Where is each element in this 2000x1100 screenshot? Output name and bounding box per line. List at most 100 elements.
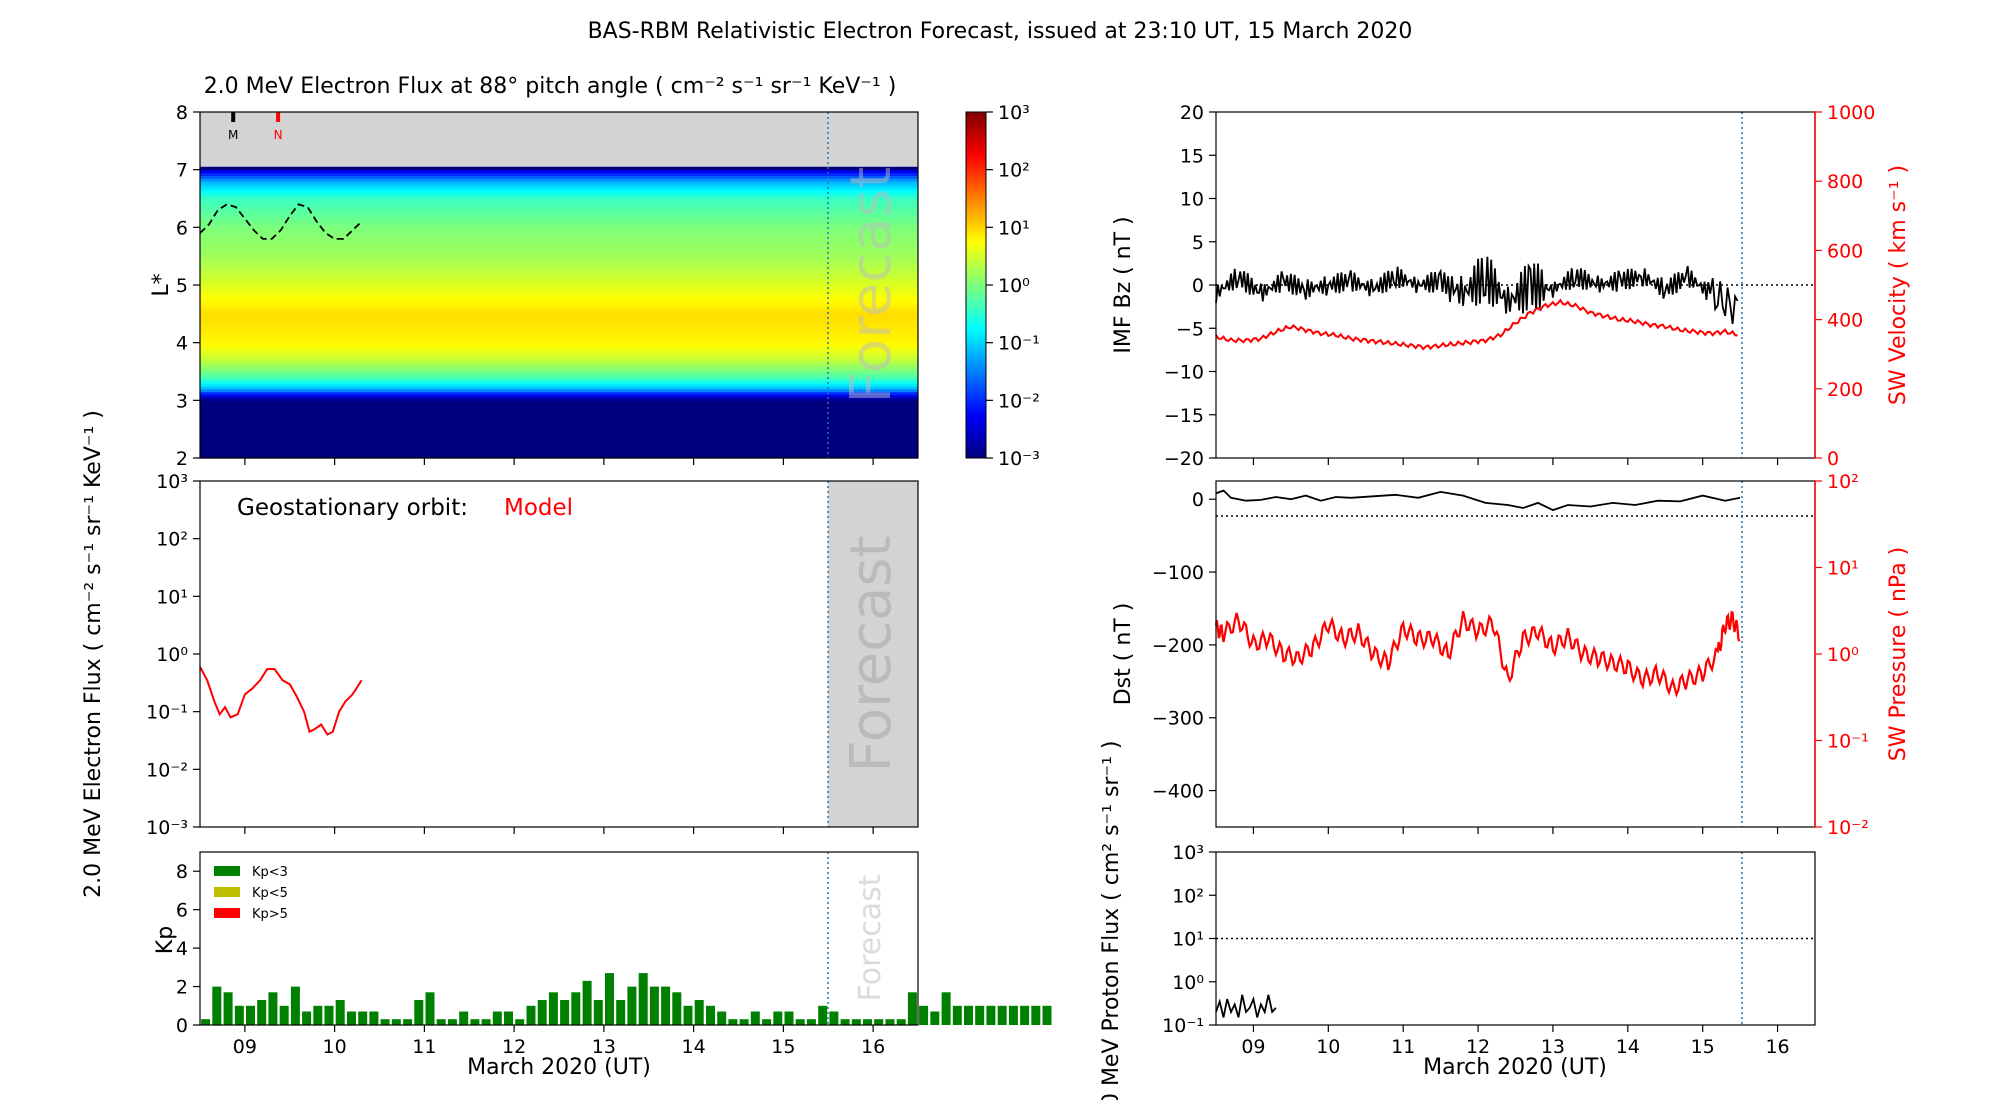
- flux-map-cell: [200, 201, 918, 205]
- kp-x-tick-label: 10: [323, 1036, 347, 1058]
- flux-map-panel: 2.0 MeV Electron Flux at 88° pitch angle…: [149, 74, 1040, 470]
- geo-frame: [199, 480, 919, 828]
- flux-map-cell: [200, 184, 918, 188]
- kp-bar: [1042, 1005, 1052, 1025]
- kp-bar: [593, 1000, 603, 1025]
- kp-watermark: Forecast: [853, 874, 888, 1001]
- imf-y-tick-label: 10: [1180, 189, 1204, 211]
- flux-map-y-tick-label: 8: [176, 102, 188, 124]
- flux-map-y-tick-label: 3: [176, 390, 188, 412]
- proton-y-tick-label: 10²: [1172, 885, 1204, 907]
- flux-map-cell: [200, 374, 918, 378]
- flux-map-cell: [200, 362, 918, 367]
- flux-map-cell: [200, 264, 918, 269]
- kp-bar: [268, 992, 278, 1025]
- flux-map-cell: [200, 354, 918, 358]
- dst-ylabel: Dst ( nT ): [1111, 603, 1136, 706]
- vel-y-tick-label: 400: [1827, 310, 1863, 332]
- flux-map-cell: [200, 238, 918, 243]
- flux-map-cell: [200, 339, 918, 344]
- flux-map-cell: [200, 282, 918, 286]
- kp-legend-swatch-green: [214, 866, 240, 876]
- flux-map-cell: [200, 195, 918, 200]
- kp-panel: Forecast Kp<3 Kp<5 Kp>5 0 2 4 6 8 09 10 11 12 13…: [153, 851, 1052, 1080]
- kp-bar: [279, 1005, 289, 1025]
- kp-bar: [504, 1011, 513, 1025]
- flux-map-cell: [200, 215, 918, 220]
- flux-map-cell: [200, 270, 918, 275]
- kp-bar: [739, 1019, 749, 1025]
- geo-forecast-shade: [828, 481, 918, 827]
- flux-map-cell: [200, 319, 918, 324]
- flux-map-title: 2.0 MeV Electron Flux at 88° pitch angle…: [204, 74, 897, 99]
- kp-bar: [380, 1019, 390, 1025]
- kp-bar: [1031, 1005, 1041, 1025]
- colorbar-tick-label: 10¹: [998, 217, 1030, 239]
- flux-map-cell: [200, 371, 918, 375]
- flux-map-cell: [200, 325, 918, 329]
- flux-map-cell: [200, 186, 918, 191]
- flux-map-cell: [200, 383, 918, 387]
- press-y-tick-label: 10²: [1827, 471, 1859, 493]
- dst-y-tick-label: 0: [1192, 489, 1204, 511]
- dst-y-tick-label: −300: [1152, 708, 1204, 730]
- flux-map-cell: [200, 285, 918, 289]
- flux-map-cell: [200, 348, 918, 352]
- flux-map-cell: [200, 455, 918, 459]
- flux-map-cell: [200, 247, 918, 251]
- flux-map-cell: [200, 267, 918, 272]
- flux-map-cell: [200, 302, 918, 306]
- flux-map-cell: [200, 397, 918, 401]
- kp-bar: [425, 992, 435, 1025]
- kp-y-tick-label: 4: [176, 938, 188, 960]
- kp-bar: [571, 992, 581, 1025]
- kp-bar: [885, 1019, 895, 1025]
- kp-bar: [806, 1019, 816, 1025]
- flux-map-cell: [200, 218, 918, 223]
- geo-y-tick-label: 10³: [156, 471, 188, 493]
- kp-bar: [234, 1005, 244, 1025]
- proton-y-tick-label: 10⁰: [1172, 972, 1204, 994]
- flux-map-cell: [200, 408, 918, 413]
- kp-bar: [223, 992, 233, 1025]
- kp-frame: [199, 851, 919, 1026]
- flux-map-cell: [200, 359, 918, 364]
- kp-bar: [324, 1005, 334, 1025]
- kp-bar: [683, 1005, 693, 1025]
- flux-map-cell: [200, 310, 918, 315]
- dst-y-tick-label: −400: [1152, 781, 1204, 803]
- kp-bar: [201, 1019, 211, 1025]
- vel-y-tick-label: 800: [1827, 171, 1863, 193]
- imf-frame: [1215, 111, 1816, 459]
- kp-bar: [717, 1011, 727, 1025]
- colorbar-tick-label: 10⁰: [998, 275, 1030, 297]
- press-y-tick-label: 10¹: [1827, 558, 1859, 580]
- proton-x-tick-label: 12: [1466, 1036, 1490, 1058]
- kp-ylabel: Kp: [153, 926, 178, 954]
- kp-bar: [1020, 1005, 1030, 1025]
- imf-y-tick-label: −10: [1164, 362, 1204, 384]
- kp-bar: [818, 1005, 828, 1025]
- flux-map-cell: [200, 279, 918, 283]
- flux-map-cell: [200, 198, 918, 202]
- kp-bar: [829, 1011, 839, 1025]
- kp-y-tick-label: 2: [176, 977, 188, 999]
- kp-bar: [246, 1005, 255, 1025]
- flux-map-cell: [200, 406, 918, 410]
- kp-bar: [784, 1011, 794, 1025]
- kp-bar: [560, 1000, 570, 1025]
- proton-x-tick-label: 16: [1765, 1036, 1789, 1058]
- kp-bar: [997, 1005, 1007, 1025]
- imf-bz-line: [1215, 256, 1739, 325]
- flux-map-cell: [200, 287, 918, 292]
- kp-bar: [952, 1005, 962, 1025]
- geo-y-tick-label: 10¹: [156, 586, 188, 608]
- kp-bar: [638, 973, 648, 1025]
- kp-bar: [257, 1000, 267, 1025]
- flux-map-cell: [200, 172, 918, 177]
- kp-x-tick-label: 14: [682, 1036, 706, 1058]
- kp-bar: [369, 1011, 379, 1025]
- geo-y-tick-label: 10⁰: [156, 644, 188, 666]
- vel-y-tick-label: 200: [1827, 379, 1863, 401]
- press-y-tick-label: 10⁻²: [1827, 817, 1869, 839]
